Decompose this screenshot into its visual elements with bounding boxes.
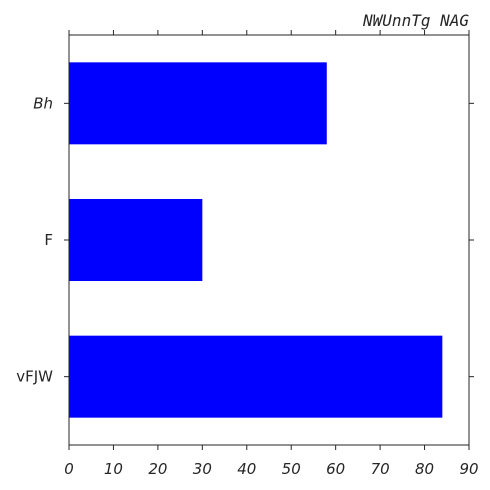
bars-group [69,62,443,418]
plot-frame [68,34,470,446]
y-tick-label: Bh [33,94,53,112]
y-tick-label: vFJW [16,368,53,386]
chart-title: NWUnnTg NAG [362,11,469,30]
x-tick-label: 50 [282,460,301,478]
y-tick-label: F [44,231,53,249]
bar [69,62,327,145]
x-tick-label: 70 [371,460,390,478]
x-tick-label: 60 [326,460,345,478]
bar [69,199,203,281]
bar [69,335,443,418]
x-tick-label: 40 [237,460,256,478]
x-tick-label: 90 [459,460,478,478]
x-tick-label: 10 [104,460,123,478]
x-tick-label: 80 [415,460,434,478]
x-tick-label: 30 [193,460,212,478]
x-tick-label: 0 [64,460,74,478]
x-tick-label: 20 [148,460,167,478]
